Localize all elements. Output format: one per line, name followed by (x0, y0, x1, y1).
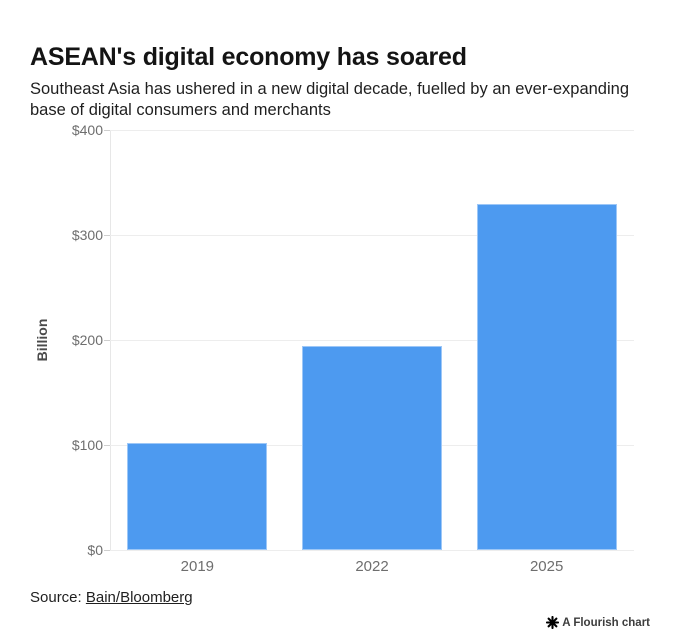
y-axis-tick-label: $400 (71, 122, 103, 138)
y-axis-tick-label: $100 (71, 437, 103, 453)
flourish-badge-label: A Flourish chart (562, 616, 650, 629)
source-prefix: Source: (30, 589, 82, 606)
x-axis-tick-label: 2022 (355, 558, 389, 575)
gridline (110, 130, 634, 131)
source-line: Source: Bain/Bloomberg (30, 589, 193, 606)
bar-2025[interactable] (476, 203, 617, 550)
x-axis-tick-label: 2019 (180, 558, 215, 575)
x-axis-tick-label: 2025 (529, 558, 564, 575)
bar-2022[interactable] (302, 346, 442, 550)
chart-title: ASEAN's digital economy has soared (30, 42, 467, 71)
y-tick (104, 130, 110, 131)
y-tick (104, 445, 110, 446)
flourish-starburst-icon (546, 616, 560, 629)
bar-2019[interactable] (127, 442, 268, 550)
y-axis-tick-label: $200 (71, 332, 103, 348)
gridline (110, 550, 634, 551)
y-tick (104, 340, 110, 341)
y-axis-tick-label: $0 (87, 542, 103, 558)
chart-subtitle: Southeast Asia has ushered in a new digi… (30, 79, 629, 120)
gridline (110, 235, 634, 236)
y-tick (104, 550, 110, 551)
source-link[interactable]: Bain/Bloomberg (85, 589, 193, 606)
gridline (110, 340, 634, 341)
y-axis-tick-label: $300 (71, 227, 103, 243)
flourish-badge[interactable]: A Flourish chart (546, 616, 650, 629)
chart-plot: Billion $0 $100 $200 $300 $400 2019 2022 2025 (34, 122, 634, 575)
y-tick (104, 235, 110, 236)
